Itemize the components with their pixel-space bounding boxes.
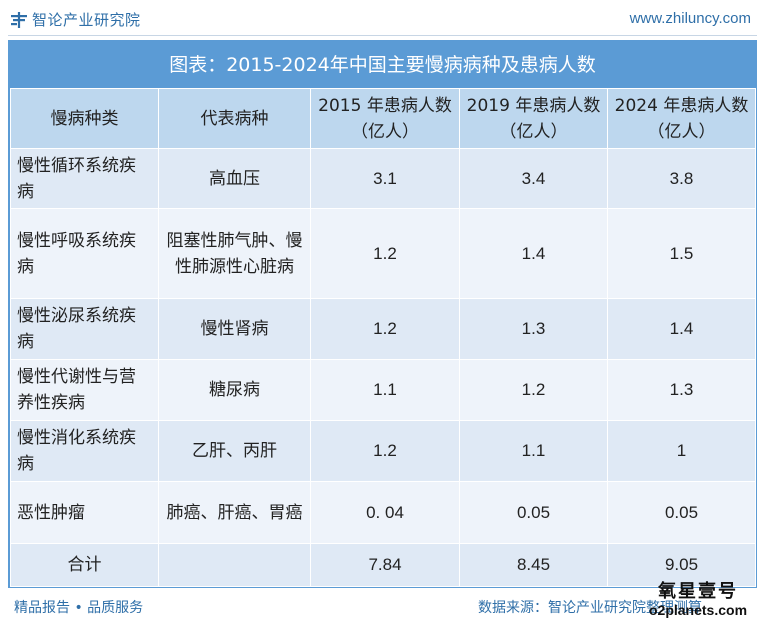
logo-icon xyxy=(11,11,27,28)
header-2024: 2024 年患病人数（亿人） xyxy=(607,88,756,149)
table-title: 图表：2015-2024年中国主要慢病病种及患病人数 xyxy=(169,53,596,76)
watermark-en: o2planets.com xyxy=(648,602,748,618)
table-row: 慢性呼吸系统疾病 阻塞性肺气肿、慢性肺源性心脏病 1.2 1.4 1.5 xyxy=(10,208,756,299)
table-row: 慢性泌尿系统疾病 慢性肾病 1.2 1.3 1.4 xyxy=(10,298,756,360)
cell-category: 慢性泌尿系统疾病 xyxy=(10,298,159,360)
page-header: 智论产业研究院 www.zhiluncy.com xyxy=(0,0,765,40)
table-row: 恶性肿瘤 肺癌、肝癌、胃癌 0. 04 0.05 0.05 xyxy=(10,481,756,544)
cell-category: 慢性消化系统疾病 xyxy=(10,420,159,482)
header-2015: 2015 年患病人数（亿人） xyxy=(310,88,460,149)
cell-2024: 0.05 xyxy=(607,481,756,544)
cell-2019: 3.4 xyxy=(459,148,608,209)
table-row: 慢性消化系统疾病 乙肝、丙肝 1.2 1.1 1 xyxy=(10,420,756,482)
cell-category: 恶性肿瘤 xyxy=(10,481,159,544)
cell-2015: 3.1 xyxy=(310,148,460,209)
data-source: 数据来源：智论产业研究院整理测算 xyxy=(478,600,702,616)
table-row: 慢性循环系统疾病 高血压 3.1 3.4 3.8 xyxy=(10,148,756,209)
disease-table: 慢病种类 代表病种 2015 年患病人数（亿人） 2019 年患病人数（亿人） … xyxy=(10,88,756,587)
brand-name: 智论产业研究院 xyxy=(32,11,141,29)
cell-2019: 1.3 xyxy=(459,298,608,360)
cell-2015: 1.2 xyxy=(310,298,460,360)
table-header-row: 慢病种类 代表病种 2015 年患病人数（亿人） 2019 年患病人数（亿人） … xyxy=(10,88,756,149)
watermark: 氧星壹号 o2planets.com xyxy=(636,581,760,618)
cell-2024: 3.8 xyxy=(607,148,756,209)
cell-2019: 1.2 xyxy=(459,359,608,421)
cell-2015: 1.2 xyxy=(310,208,460,299)
cell-2015: 0. 04 xyxy=(310,481,460,544)
cell-category: 慢性代谢性与营养性疾病 xyxy=(10,359,159,421)
cell-2024: 1.5 xyxy=(607,208,756,299)
cell-2024: 1.3 xyxy=(607,359,756,421)
cell-category: 慢性循环系统疾病 xyxy=(10,148,159,209)
table-total-row: 合计 7.84 8.45 9.05 xyxy=(10,543,756,587)
cell-2015: 1.2 xyxy=(310,420,460,482)
cell-2019: 8.45 xyxy=(459,543,608,587)
footer-tagline: 精品报告 • 品质服务 xyxy=(14,600,144,616)
cell-2024: 9.05 xyxy=(607,543,756,587)
cell-2019: 1.1 xyxy=(459,420,608,482)
cell-2015: 7.84 xyxy=(310,543,460,587)
cell-disease: 肺癌、肝癌、胃癌 xyxy=(158,481,311,544)
cell-disease: 乙肝、丙肝 xyxy=(158,420,311,482)
header-disease: 代表病种 xyxy=(158,88,311,149)
cell-2024: 1.4 xyxy=(607,298,756,360)
header-category: 慢病种类 xyxy=(10,88,159,149)
cell-total-label: 合计 xyxy=(10,543,159,587)
cell-category: 慢性呼吸系统疾病 xyxy=(10,208,159,299)
cell-disease: 慢性肾病 xyxy=(158,298,311,360)
brand: 智论产业研究院 xyxy=(10,9,141,30)
cell-disease: 阻塞性肺气肿、慢性肺源性心脏病 xyxy=(158,208,311,299)
cell-2019: 0.05 xyxy=(459,481,608,544)
site-url: www.zhiluncy.com xyxy=(629,10,751,27)
header-2019: 2019 年患病人数（亿人） xyxy=(459,88,608,149)
cell-2015: 1.1 xyxy=(310,359,460,421)
header-divider xyxy=(8,35,757,36)
cell-disease: 高血压 xyxy=(158,148,311,209)
cell-2024: 1 xyxy=(607,420,756,482)
cell-disease: 糖尿病 xyxy=(158,359,311,421)
table-frame: 图表：2015-2024年中国主要慢病病种及患病人数 慢病种类 代表病种 201… xyxy=(8,40,757,588)
cell-disease xyxy=(158,543,311,587)
table-row: 慢性代谢性与营养性疾病 糖尿病 1.1 1.2 1.3 xyxy=(10,359,756,421)
watermark-cn: 氧星壹号 xyxy=(658,581,738,602)
cell-2019: 1.4 xyxy=(459,208,608,299)
